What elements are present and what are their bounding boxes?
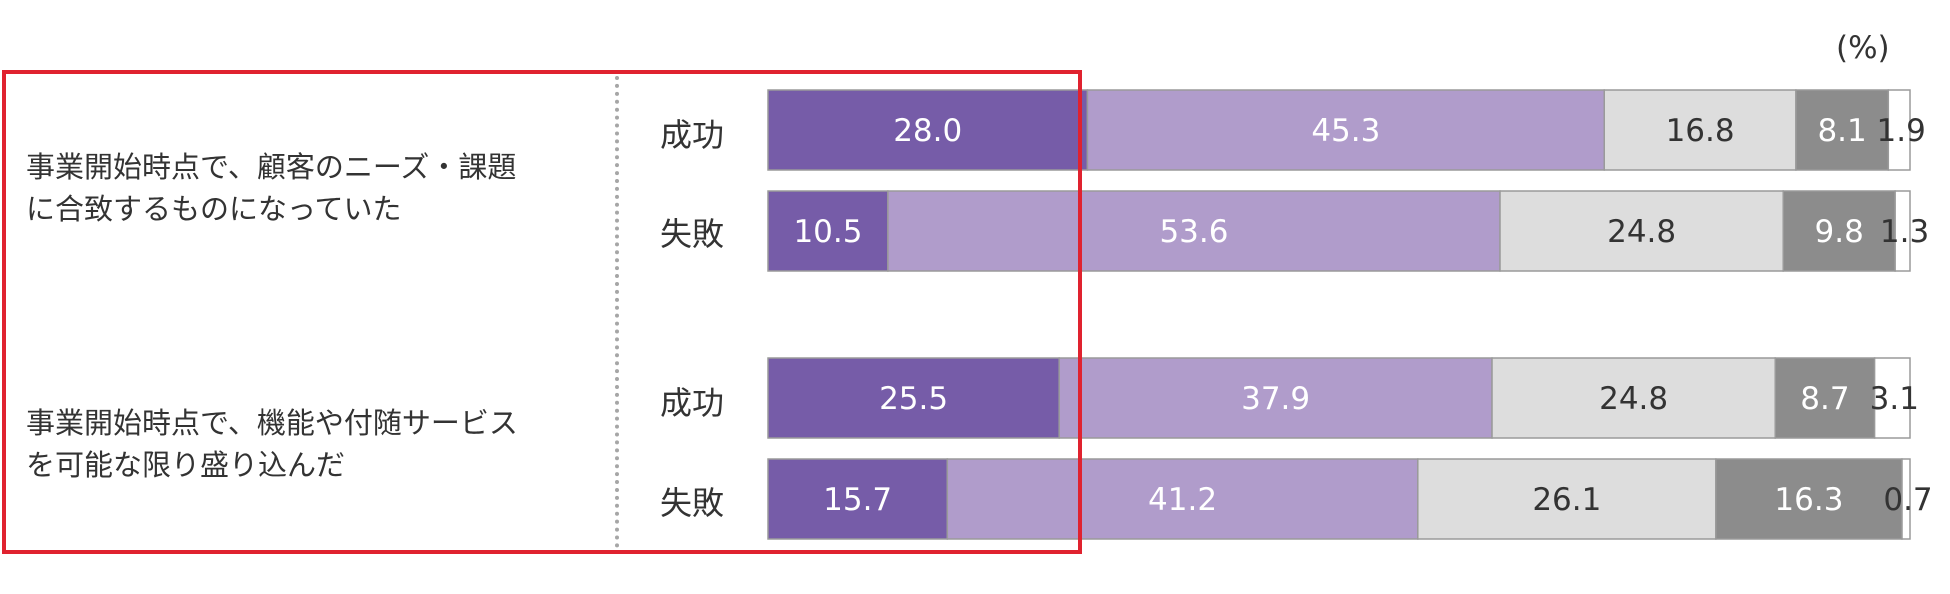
question-1: 事業開始時点で、顧客のニーズ・課題 に合致するものになっていた	[26, 146, 586, 230]
highlight-box	[2, 70, 1082, 554]
bar-4-label-4: 16.3	[1774, 482, 1843, 518]
question-2-line2: を可能な限り盛り込んだ	[26, 448, 346, 482]
bar-4-segment-2	[946, 458, 1419, 540]
bar-3-label-4: 8.7	[1800, 381, 1849, 417]
bar-4-segment-4	[1715, 458, 1903, 540]
bar-2-segment-3	[1499, 190, 1784, 272]
bar-2-label-3: 24.8	[1607, 214, 1676, 250]
bar-2-segment-5	[1894, 190, 1911, 272]
row-label-success-1: 成功	[660, 116, 725, 154]
bar-2-label-5: 1.3	[1880, 214, 1929, 250]
unit-label: (%)	[1836, 30, 1890, 66]
question-1-line2: に合致するものになっていた	[26, 192, 402, 226]
bar-4-segment-3	[1417, 458, 1717, 540]
bar-3-label-3: 24.8	[1599, 381, 1668, 417]
bar-1-segment-1	[767, 89, 1089, 171]
question-1-line1: 事業開始時点で、顧客のニーズ・課題	[26, 150, 517, 184]
bar-4-label-1: 15.7	[823, 482, 892, 518]
bar-1-label-3: 16.8	[1666, 113, 1735, 149]
bar-1-segment-3	[1603, 89, 1797, 171]
row-label-success-2: 成功	[660, 384, 725, 422]
divider-line	[615, 76, 619, 548]
row-label-failure-1: 失敗	[660, 215, 725, 253]
bar-1-label-1: 28.0	[893, 113, 962, 149]
bar-3-segment-5	[1873, 357, 1911, 439]
bar-2-segment-1	[767, 190, 889, 272]
bar-1-label-2: 45.3	[1311, 113, 1380, 149]
bar-4-label-2: 41.2	[1148, 482, 1217, 518]
bar-1-segment-5	[1887, 89, 1911, 171]
bar-1-segment-4	[1795, 89, 1890, 171]
bar-2-segment-4	[1782, 190, 1896, 272]
bar-3-label-2: 37.9	[1241, 381, 1310, 417]
bar-2-label-1: 10.5	[793, 214, 862, 250]
bar-4-segment-5	[1901, 458, 1911, 540]
row-label-failure-2: 失敗	[660, 484, 725, 522]
bar-2-segment-2	[887, 190, 1501, 272]
bar-3-label-1: 25.5	[879, 381, 948, 417]
bar-1-label-4: 8.1	[1817, 113, 1866, 149]
bar-3-label-5: 3.1	[1870, 381, 1919, 417]
bar-3-segment-1	[767, 357, 1060, 439]
question-2: 事業開始時点で、機能や付随サービス を可能な限り盛り込んだ	[26, 402, 586, 486]
bar-4-segment-1	[767, 458, 949, 540]
bar-4-label-5: 0.7	[1883, 482, 1932, 518]
question-2-line1: 事業開始時点で、機能や付随サービス	[26, 406, 518, 440]
bar-2-label-2: 53.6	[1159, 214, 1228, 250]
bar-3-segment-2	[1058, 357, 1493, 439]
bar-2-label-4: 9.8	[1815, 214, 1864, 250]
bar-1-segment-2	[1086, 89, 1605, 171]
bar-3-segment-3	[1491, 357, 1776, 439]
bar-4-label-3: 26.1	[1532, 482, 1601, 518]
bar-1-label-5: 1.9	[1877, 113, 1926, 149]
